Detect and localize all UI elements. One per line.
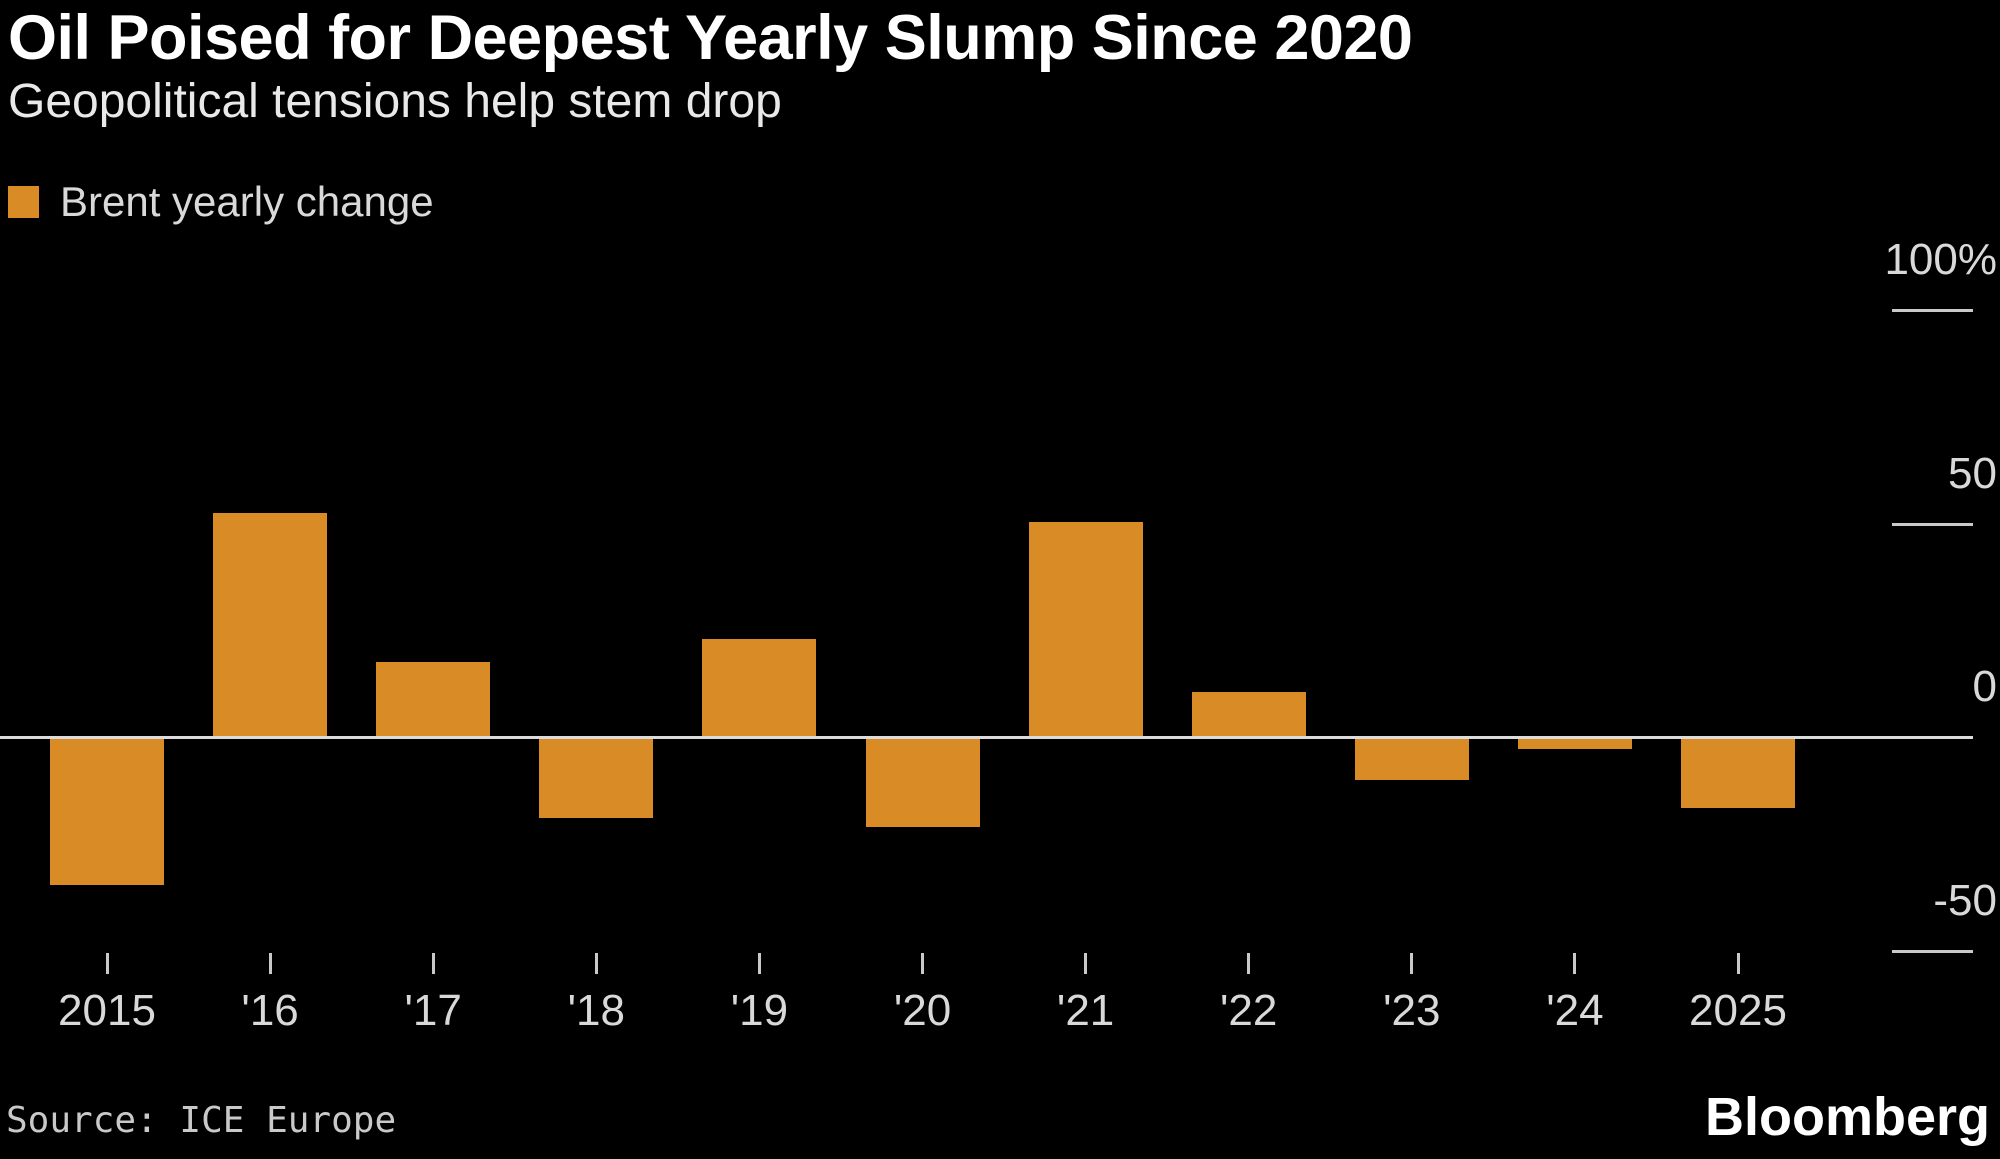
bloomberg-logo: Bloomberg <box>1704 1087 1990 1147</box>
x-axis-tick-21 <box>1084 953 1088 974</box>
x-axis-tick-23 <box>1410 953 1414 974</box>
y-gridtick-50 <box>1892 522 1973 526</box>
bar-19 <box>702 639 817 738</box>
y-axis-label-100: 100% <box>1884 235 1997 284</box>
x-axis-label-2025: 2025 <box>1689 986 1787 1035</box>
bar-16 <box>213 513 328 738</box>
y-gridtick--50 <box>1892 949 1973 953</box>
x-axis-label-23: '23 <box>1383 986 1441 1035</box>
x-axis-label-2015: 2015 <box>58 986 156 1035</box>
x-axis-tick-16 <box>268 953 272 974</box>
x-axis-tick-18 <box>594 953 598 974</box>
x-axis-tick-17 <box>431 953 435 974</box>
chart-title: Oil Poised for Deepest Yearly Slump Sinc… <box>8 3 1413 73</box>
bar-18 <box>539 737 654 818</box>
x-axis-label-20: '20 <box>893 986 952 1035</box>
bar-20 <box>865 737 980 827</box>
y-axis-label-0: 0 <box>1972 662 1997 711</box>
x-axis-label-22: '22 <box>1220 986 1278 1035</box>
bar-17 <box>376 662 491 738</box>
source-text: Source: ICE Europe <box>6 1100 397 1141</box>
x-axis-label-18: '18 <box>567 986 625 1035</box>
bar-23 <box>1354 737 1469 780</box>
bar-22 <box>1191 692 1306 738</box>
x-axis-label-17: '17 <box>404 986 462 1035</box>
x-axis-tick-19 <box>757 953 761 974</box>
x-axis-tick-20 <box>921 953 924 974</box>
bar-2015 <box>50 737 164 885</box>
y-gridtick-100 <box>1892 309 1973 312</box>
y-axis-label-50: 50 <box>1948 448 1997 498</box>
x-axis-tick-2025 <box>1736 953 1740 974</box>
legend-label: Brent yearly change <box>60 178 434 225</box>
bar-2025 <box>1681 737 1795 808</box>
x-axis-label-19: '19 <box>730 986 789 1035</box>
bar-21 <box>1028 522 1143 738</box>
x-axis-tick-2015 <box>105 953 109 974</box>
x-axis-tick-24 <box>1573 953 1577 974</box>
x-axis-label-24: '24 <box>1546 986 1604 1035</box>
x-axis-label-16: '16 <box>241 986 299 1035</box>
zero-baseline <box>0 736 1973 739</box>
legend-swatch <box>8 186 39 218</box>
y-axis-label--50: -50 <box>1933 875 1997 925</box>
x-axis-tick-22 <box>1247 953 1251 974</box>
legend: Brent yearly change <box>8 178 434 226</box>
chart-subtitle: Geopolitical tensions help stem drop <box>8 75 782 128</box>
x-axis-label-21: '21 <box>1056 986 1115 1035</box>
bar-24 <box>1517 737 1632 750</box>
